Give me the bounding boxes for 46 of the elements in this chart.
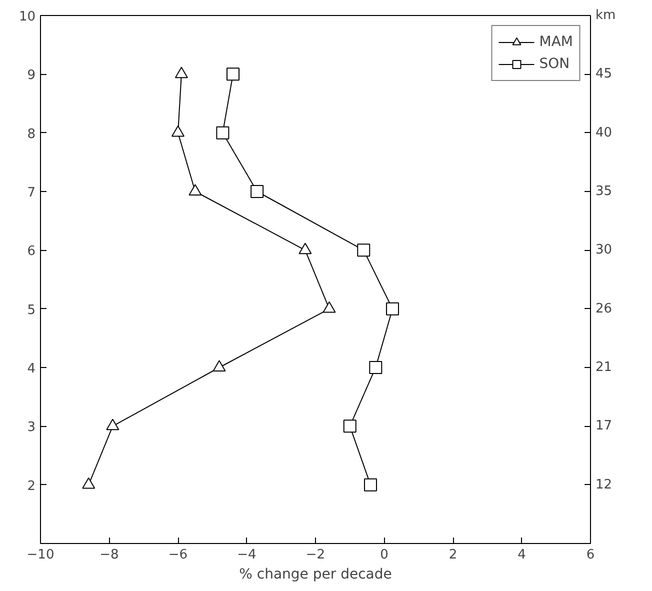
y-tick-label: 7 <box>27 186 36 200</box>
point <box>322 301 336 313</box>
point <box>226 68 240 81</box>
point <box>298 242 312 254</box>
point <box>174 66 188 78</box>
point <box>386 302 399 316</box>
y-tick-label: 2 <box>27 478 36 494</box>
x-tick-label: −6 <box>168 548 188 562</box>
x-axis-title: % change per decade <box>239 566 392 582</box>
legend-label: MAM <box>539 34 573 50</box>
point <box>172 125 184 137</box>
y-tick-label: 10 <box>18 10 36 24</box>
y-tick-label: 3 <box>27 420 36 436</box>
y-tick-label: 4 <box>27 362 36 376</box>
y-tick-label: 6 <box>27 244 36 260</box>
text: km <box>596 8 616 23</box>
x-tick-label: −2 <box>306 548 326 562</box>
point <box>106 418 120 430</box>
x-tick-label: −8 <box>100 548 119 562</box>
point <box>188 184 202 196</box>
x-tick-label: −10 <box>26 548 54 562</box>
text: 40 <box>596 125 612 140</box>
text: 21 <box>596 360 612 375</box>
legend-label: SON <box>539 56 570 72</box>
text: 17 <box>596 418 612 434</box>
y-tick-label: 5 <box>27 302 36 318</box>
text: 35 <box>596 184 612 199</box>
point <box>250 185 264 198</box>
y-tick-label: 9 <box>27 68 36 84</box>
text: 12 <box>596 477 612 492</box>
point <box>369 361 382 374</box>
point <box>364 478 377 492</box>
text: 30 <box>596 242 612 258</box>
x-tick-label: 0 <box>380 548 388 562</box>
x-tick-label: 6 <box>586 548 595 562</box>
point <box>343 420 356 433</box>
x-tick-label: 4 <box>518 548 526 562</box>
x-tick-label: −4 <box>237 548 256 562</box>
point <box>212 360 226 372</box>
text: 26 <box>596 301 612 316</box>
text: 45 <box>596 66 612 82</box>
y-tick-label: 8 <box>27 126 36 142</box>
point <box>357 244 370 257</box>
point <box>216 126 230 140</box>
x-tick-label: 2 <box>448 548 458 562</box>
point <box>82 477 96 489</box>
